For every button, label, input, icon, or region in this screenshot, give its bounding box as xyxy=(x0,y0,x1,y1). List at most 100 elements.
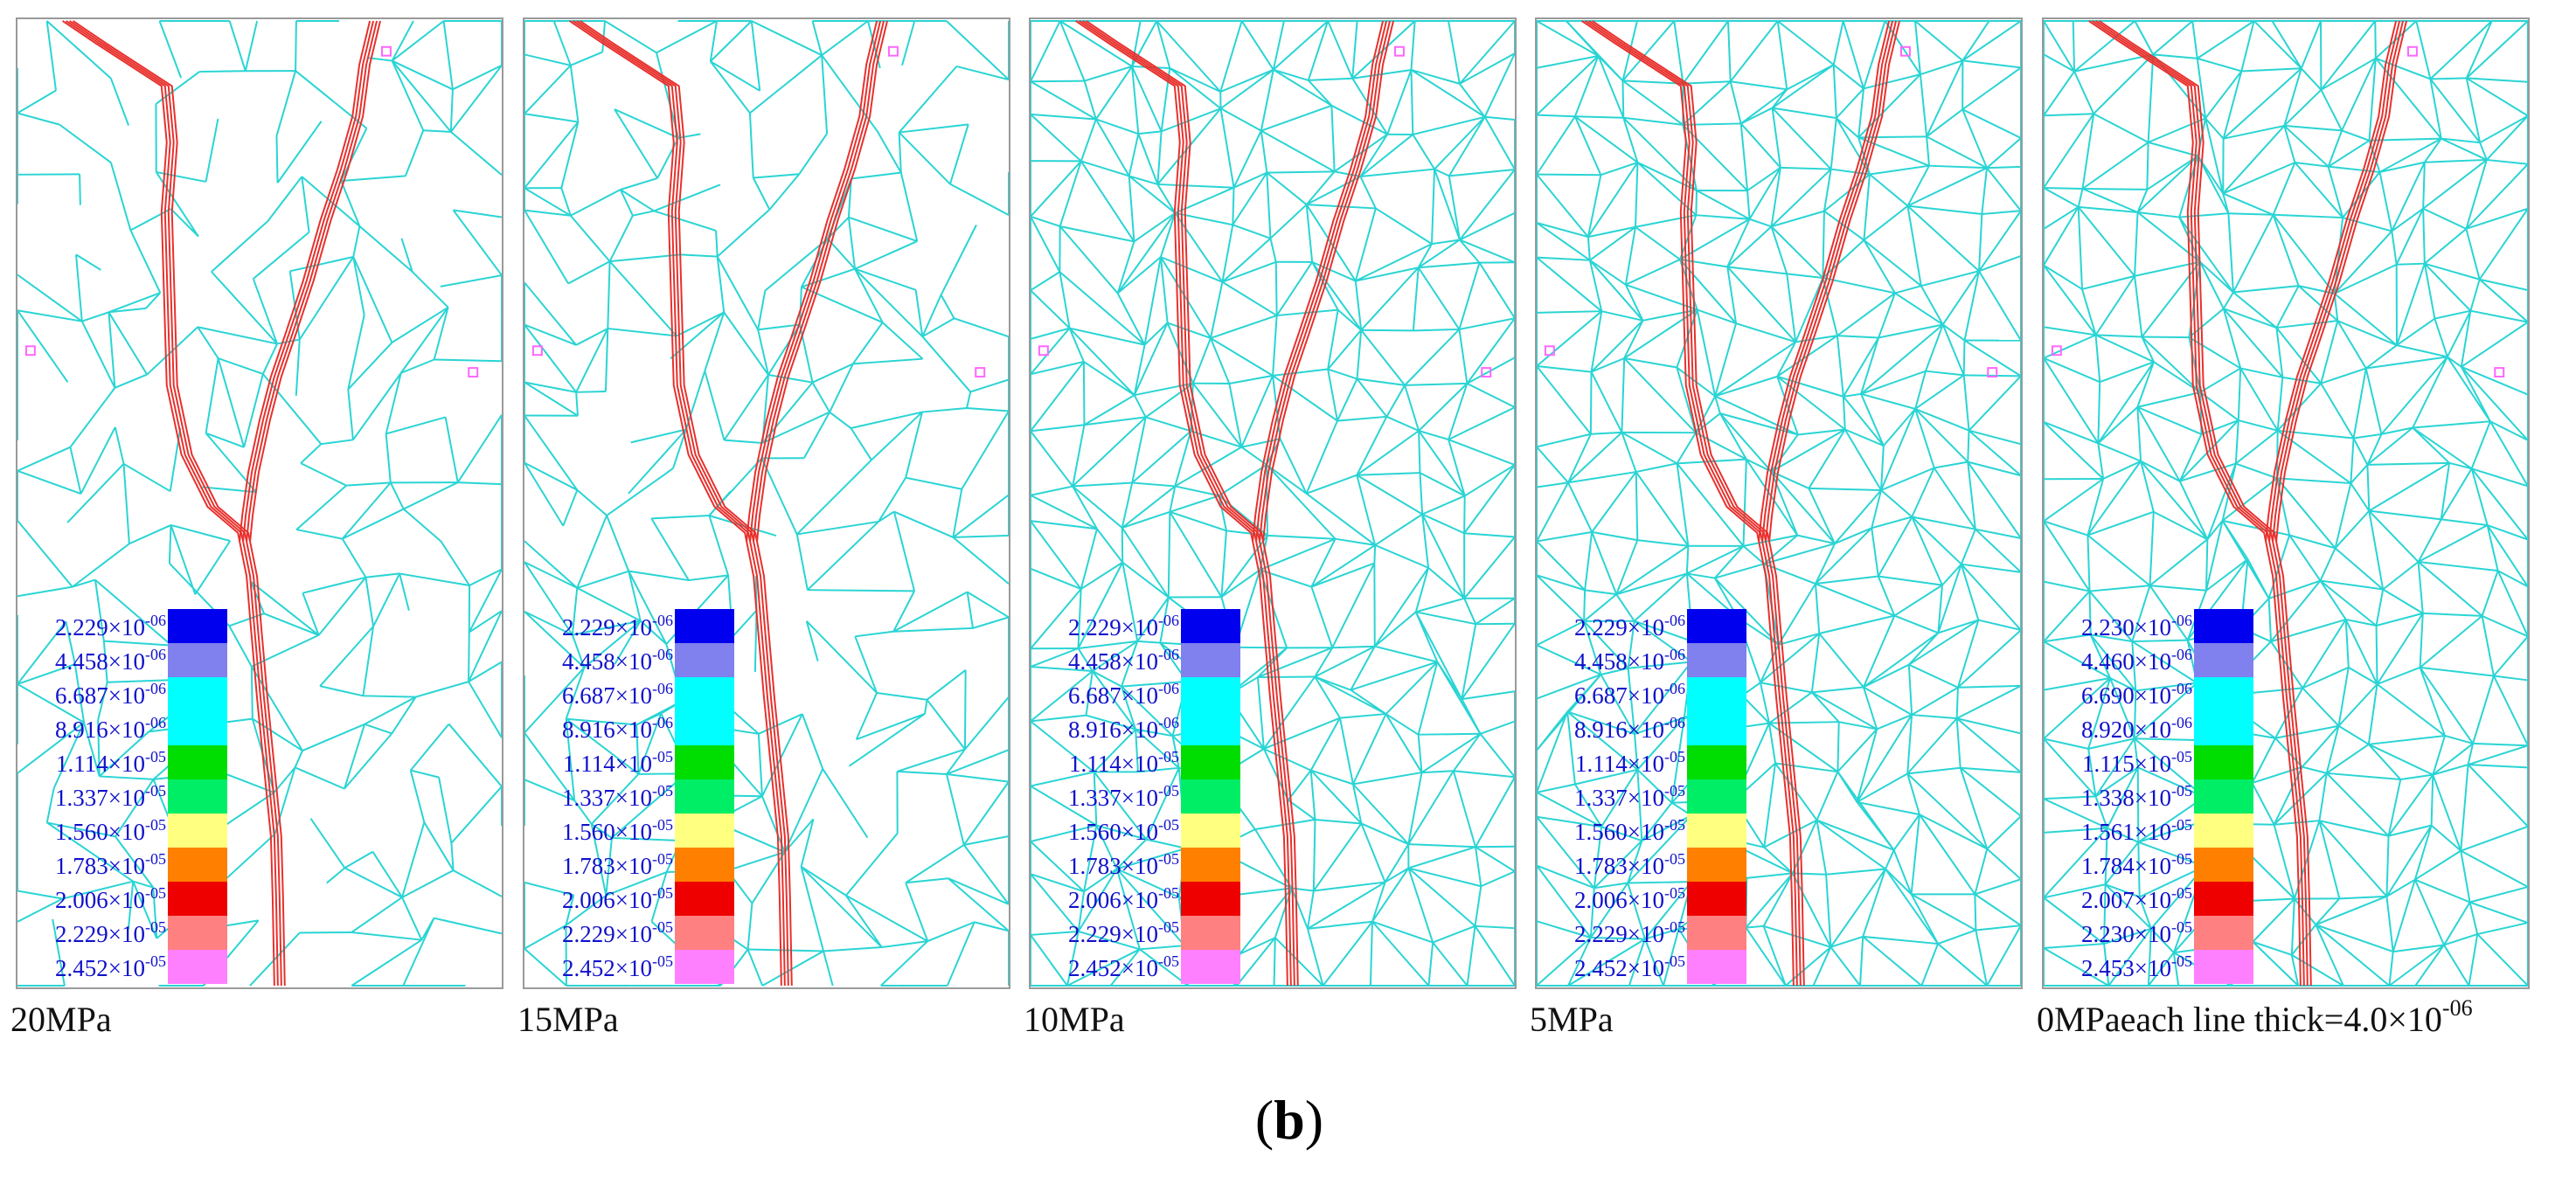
mesh-segment xyxy=(1313,881,1385,892)
left-crack-line xyxy=(1585,20,1798,987)
mesh-segment xyxy=(2320,579,2384,591)
legend-swatch xyxy=(1181,609,1240,643)
legend-swatch xyxy=(675,848,734,882)
mesh-segment xyxy=(115,835,155,889)
mesh-segment xyxy=(109,162,132,231)
mesh-segment xyxy=(1031,824,1097,842)
mesh-segment xyxy=(2465,163,2528,230)
mesh-segment xyxy=(17,309,69,383)
mesh-segment xyxy=(1683,122,1741,126)
mesh-segment xyxy=(1355,267,1419,282)
mesh-segment xyxy=(764,238,829,292)
legend-value: 2.452×10-05 xyxy=(562,953,673,981)
mesh-segment xyxy=(1031,841,1085,893)
mesh-segment xyxy=(1083,868,1118,893)
mesh-segment xyxy=(1537,433,1592,448)
mesh-segment xyxy=(796,520,879,536)
legend-value: 1.560×10-05 xyxy=(1574,817,1685,845)
mesh-segment xyxy=(1574,768,1638,786)
mesh-segment xyxy=(1314,675,1341,719)
mesh-segment xyxy=(1077,647,1094,672)
legend-swatch xyxy=(168,916,227,950)
mesh-segment xyxy=(1309,770,1316,821)
mesh-segment xyxy=(45,20,57,91)
mesh-segment xyxy=(1590,371,1623,433)
simulation-panel: 2.229×10-06 4.458×10-06 6.687×10-06 8.916×1… xyxy=(1535,17,2023,989)
mesh-segment xyxy=(1306,492,1376,546)
mesh-segment xyxy=(1408,867,1482,888)
mesh-segment xyxy=(45,20,112,80)
mesh-segment xyxy=(761,950,824,987)
mesh-segment xyxy=(1350,689,1387,715)
legend-row: 1.114×10-05 xyxy=(26,745,227,779)
mesh-segment xyxy=(1407,868,1434,943)
mesh-segment xyxy=(1880,489,1913,518)
mesh-segment xyxy=(1359,176,1377,209)
mesh-segment xyxy=(326,867,346,884)
mesh-segment xyxy=(761,713,803,797)
mesh-segment xyxy=(1327,329,1362,370)
mesh-segment xyxy=(1844,428,1885,447)
mesh-segment xyxy=(129,208,171,232)
legend-exponent: -05 xyxy=(1158,748,1179,765)
mesh-segment xyxy=(2251,782,2275,826)
mesh-segment xyxy=(274,767,296,834)
legend-mantissa: 1.560×10 xyxy=(55,819,145,845)
mesh-segment xyxy=(17,890,63,900)
mesh-segment xyxy=(2109,677,2135,739)
legend-value: 4.460×10-06 xyxy=(2081,647,2192,675)
mesh-segment xyxy=(2392,944,2445,953)
mesh-segment xyxy=(2366,464,2371,511)
mesh-segment xyxy=(1871,516,1913,530)
mesh-segment xyxy=(1314,675,1387,715)
mesh-segment xyxy=(1600,161,1638,177)
mesh-segment xyxy=(347,315,365,390)
mesh-segment xyxy=(591,773,640,825)
mesh-segment xyxy=(1237,887,1292,896)
mesh-segment xyxy=(1305,204,1314,262)
mesh-segment xyxy=(1594,840,1643,889)
left-crack-line xyxy=(579,20,793,987)
mesh-segment xyxy=(767,324,801,376)
mesh-segment xyxy=(1962,340,1966,376)
mesh-segment xyxy=(1919,74,1928,137)
mesh-segment xyxy=(524,461,578,491)
mesh-segment xyxy=(1776,20,1788,90)
legend-value: 6.690×10-06 xyxy=(2081,681,2192,709)
simulation-panel: 2.229×10-06 4.458×10-06 6.687×10-06 8.916×1… xyxy=(1029,17,1517,989)
mesh-segment xyxy=(1419,473,1424,515)
mesh-segment xyxy=(1892,849,1913,895)
mesh-segment xyxy=(2469,901,2528,924)
mesh-segment xyxy=(299,931,352,934)
mesh-segment xyxy=(2294,897,2317,925)
mesh-segment xyxy=(170,208,199,238)
legend-exponent: -05 xyxy=(652,918,673,936)
mesh-segment xyxy=(1310,586,1334,648)
mesh-segment xyxy=(371,851,403,898)
mesh-segment xyxy=(1121,561,1170,599)
mesh-segment xyxy=(1762,925,1787,987)
mesh-segment xyxy=(1031,113,1096,121)
mesh-segment xyxy=(1594,882,1628,890)
mesh-segment xyxy=(1031,934,1068,987)
mesh-segment xyxy=(450,842,455,871)
mesh-segment xyxy=(1031,430,1073,488)
mesh-segment xyxy=(1883,408,1916,447)
legend-swatch xyxy=(1181,745,1240,779)
mesh-segment xyxy=(1589,260,1644,322)
legend-mantissa: 2.229×10 xyxy=(1574,921,1664,947)
mesh-segment xyxy=(946,773,965,846)
mesh-segment xyxy=(1121,641,1139,687)
mesh-segment xyxy=(632,210,655,217)
mesh-segment xyxy=(524,732,575,801)
mesh-segment xyxy=(1811,686,1864,694)
mesh-segment xyxy=(2290,898,2295,955)
left-crack-line xyxy=(569,20,782,987)
mesh-segment xyxy=(1726,266,1796,343)
mesh-segment xyxy=(2424,262,2472,312)
mesh-segment xyxy=(2094,275,2135,336)
mesh-segment xyxy=(2134,211,2139,276)
mesh-segment xyxy=(72,543,130,588)
mesh-segment xyxy=(2222,71,2243,139)
mesh-segment xyxy=(1431,239,1461,246)
